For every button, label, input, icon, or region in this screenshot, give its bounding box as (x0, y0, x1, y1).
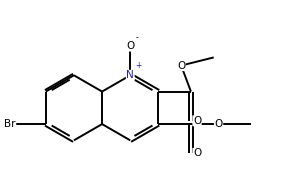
Text: O: O (193, 148, 201, 158)
Text: O: O (126, 41, 134, 51)
Text: O: O (177, 60, 185, 70)
Text: -: - (135, 33, 138, 42)
Text: O: O (214, 119, 223, 129)
Text: +: + (135, 61, 141, 70)
Text: O: O (193, 116, 201, 126)
Text: N: N (126, 70, 134, 80)
Text: Br: Br (4, 119, 16, 129)
